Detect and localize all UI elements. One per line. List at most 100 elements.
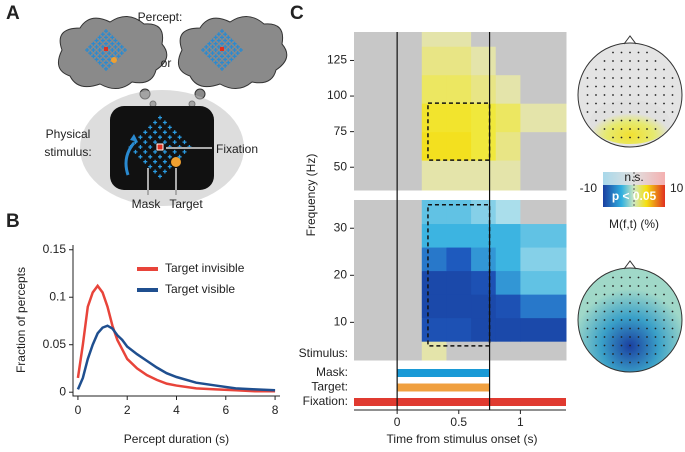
plus <box>223 63 228 68</box>
electrode <box>654 285 657 287</box>
electrode <box>671 77 674 79</box>
heatmap-cell <box>520 223 567 248</box>
heatmap-cell <box>495 317 521 342</box>
electrode <box>629 60 631 62</box>
plus <box>158 174 162 179</box>
heatmap-cell <box>397 131 423 161</box>
electrode <box>620 77 623 79</box>
electrode <box>586 85 589 88</box>
electrode <box>663 293 665 296</box>
label: Target <box>169 197 203 211</box>
electrode <box>586 94 589 96</box>
plus <box>229 51 234 56</box>
heatmap-cell <box>520 103 567 133</box>
heatmap-cell <box>446 160 472 191</box>
electrode <box>595 319 597 321</box>
plus <box>158 115 162 120</box>
plus <box>182 149 187 154</box>
heatmap-cell <box>421 223 447 248</box>
plus <box>177 154 182 159</box>
electrode <box>654 293 657 296</box>
plus <box>94 44 99 49</box>
electrode <box>663 85 665 88</box>
heatmap-cell <box>354 294 398 319</box>
electrode <box>663 302 665 304</box>
plus <box>116 41 121 46</box>
electrode <box>637 136 640 139</box>
heatmap-cell <box>446 131 472 161</box>
panel-label: C <box>290 3 304 24</box>
heatmap-cell <box>495 223 521 248</box>
x-tick-label: 0.5 <box>450 415 467 429</box>
heatmap-cell <box>397 247 423 272</box>
electrode <box>629 111 631 113</box>
plus <box>113 51 118 56</box>
plus <box>104 29 108 34</box>
electrode <box>646 60 648 62</box>
heatmap-cell <box>471 247 497 272</box>
plus <box>88 44 93 49</box>
plus <box>226 41 231 46</box>
electrode <box>586 336 589 338</box>
electrode <box>603 319 606 321</box>
plus <box>148 145 153 149</box>
electrode <box>603 60 606 62</box>
heatmap-cell <box>446 103 472 133</box>
plus <box>226 54 231 59</box>
plus <box>104 35 108 40</box>
colorbar-sig-label: p < 0.05 <box>612 189 657 203</box>
stimulus-bar <box>397 383 490 392</box>
plus <box>94 51 99 56</box>
heatmap-cell <box>421 247 447 272</box>
plus <box>204 44 209 49</box>
plus <box>220 60 224 65</box>
electrode <box>612 119 614 122</box>
electrode <box>612 102 614 105</box>
plus <box>210 38 215 43</box>
plus <box>238 48 243 52</box>
plus <box>223 44 228 49</box>
plus <box>138 145 143 149</box>
colorbar-min: -10 <box>580 181 598 195</box>
plus <box>100 63 105 68</box>
plus <box>216 63 221 68</box>
electrode <box>629 310 631 313</box>
electrode <box>620 85 623 88</box>
plus <box>88 51 93 56</box>
electrode <box>629 361 631 364</box>
plus <box>153 130 158 135</box>
electrode <box>586 302 589 304</box>
heatmap-cell <box>495 46 521 76</box>
electrode <box>646 310 648 313</box>
electrode <box>629 77 631 79</box>
plus <box>100 44 105 49</box>
y-tick-label: 125 <box>327 53 347 67</box>
plus <box>216 44 221 49</box>
plus <box>143 140 148 145</box>
electrode <box>620 327 623 330</box>
plus <box>153 159 158 164</box>
heatmap-cell <box>520 317 567 342</box>
plus <box>172 149 177 154</box>
electrode <box>671 327 674 330</box>
plus <box>104 54 108 59</box>
plus <box>107 63 112 68</box>
stimulus-name: Target: <box>311 380 348 394</box>
plus <box>122 48 127 52</box>
plus <box>167 154 172 159</box>
electrode <box>629 293 631 296</box>
electrode <box>586 111 589 113</box>
electrode <box>654 336 657 338</box>
electrode <box>595 344 597 347</box>
electrode <box>646 319 648 321</box>
electrode <box>654 60 657 62</box>
plus <box>213 60 218 65</box>
heatmap-cell <box>421 270 447 295</box>
electrode <box>671 310 674 313</box>
electrode <box>603 94 606 96</box>
electrode <box>637 310 640 313</box>
electrode <box>637 327 640 330</box>
electrode <box>612 77 614 79</box>
plus <box>94 57 99 62</box>
heatmap-cell <box>421 160 447 191</box>
